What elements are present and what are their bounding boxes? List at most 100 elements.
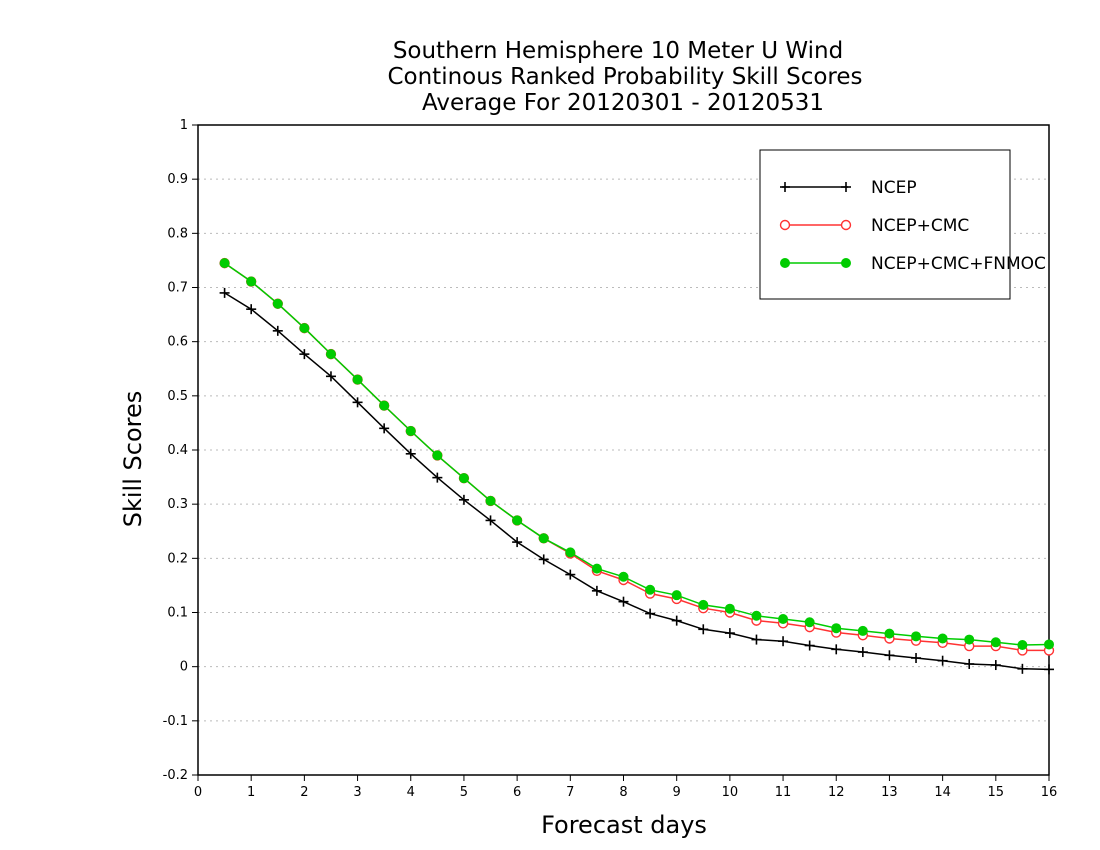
x-tick-label: 9 <box>673 785 681 800</box>
y-tick-label: 0.5 <box>167 389 188 404</box>
plus-marker <box>990 660 1001 671</box>
plus-marker <box>485 515 496 526</box>
filled-circle-marker <box>458 473 469 484</box>
y-tick-label: 0 <box>180 660 188 675</box>
filled-circle-marker <box>831 623 842 634</box>
filled-circle-marker <box>964 634 975 645</box>
legend-label: NCEP+CMC+FNMOC <box>871 254 1046 274</box>
x-axis-title: Forecast days <box>541 811 707 839</box>
plus-marker <box>911 653 922 663</box>
filled-circle-marker <box>911 631 922 642</box>
filled-circle-marker <box>937 633 948 644</box>
x-tick-label: 14 <box>934 785 951 800</box>
plus-marker <box>831 644 842 655</box>
x-tick-label: 7 <box>566 785 574 800</box>
y-tick-label: 0.6 <box>167 335 188 350</box>
filled-circle-marker <box>724 603 735 614</box>
plus-marker <box>778 636 789 647</box>
y-axis-ticks: -0.2 -0.1 0 0.1 0.2 0.3 0.4 0.5 0.6 0.7 0.8 0.9 1 <box>163 118 198 783</box>
filled-circle-marker <box>591 563 602 574</box>
plus-marker <box>804 640 815 651</box>
plus-marker <box>671 615 682 626</box>
y-tick-label: 0.7 <box>167 281 188 296</box>
filled-circle-marker <box>219 258 230 269</box>
x-tick-label: 12 <box>828 785 845 800</box>
filled-circle-marker <box>884 628 895 639</box>
legend-item: NCEP+CMC <box>779 216 969 236</box>
y-tick-label: 0.9 <box>167 172 188 187</box>
y-tick-label: 0.4 <box>167 443 188 458</box>
plus-marker <box>325 371 336 382</box>
filled-circle-marker <box>804 617 815 628</box>
plus-marker <box>780 182 790 192</box>
y-tick-label: -0.1 <box>163 714 188 729</box>
filled-circle-marker <box>325 349 336 360</box>
plus-marker <box>458 494 469 505</box>
filled-circle-marker <box>857 625 868 636</box>
filled-circle-marker <box>751 610 762 621</box>
plus-marker <box>272 325 283 336</box>
legend-label: NCEP+CMC <box>871 216 969 236</box>
plus-marker <box>857 647 868 658</box>
x-tick-label: 10 <box>722 785 739 800</box>
open-circle-marker <box>840 219 852 231</box>
plus-marker <box>219 287 230 298</box>
open-circle-marker <box>779 219 791 231</box>
x-axis-ticks: 0 1 2 3 4 5 6 7 8 9 10 11 12 13 14 15 16 <box>194 775 1057 800</box>
plus-marker <box>618 596 629 607</box>
series-ncep-cmc-fnmoc <box>219 258 1054 650</box>
x-tick-label: 0 <box>194 785 202 800</box>
filled-circle-marker <box>512 515 523 526</box>
chart-title-line-3: Average For 20120301 - 20120531 <box>422 90 824 116</box>
filled-circle-marker <box>698 599 709 610</box>
plus-marker <box>565 569 576 580</box>
plus-marker <box>246 304 257 315</box>
plus-marker <box>884 650 895 661</box>
x-tick-label: 5 <box>460 785 468 800</box>
plus-marker <box>724 628 735 639</box>
x-tick-label: 4 <box>407 785 415 800</box>
plus-marker <box>645 608 656 619</box>
x-tick-label: 3 <box>353 785 361 800</box>
y-axis-title: Skill Scores <box>119 391 147 528</box>
y-tick-label: 0.2 <box>167 551 188 566</box>
plus-marker <box>512 537 523 548</box>
filled-circle-marker <box>841 258 851 268</box>
plus-marker <box>352 397 363 408</box>
x-tick-label: 16 <box>1041 785 1058 800</box>
filled-circle-marker <box>778 614 789 624</box>
filled-circle-marker <box>405 426 416 437</box>
plus-marker <box>432 472 443 483</box>
plus-marker <box>1044 664 1054 675</box>
filled-circle-marker <box>432 450 443 461</box>
x-tick-label: 6 <box>513 785 521 800</box>
filled-circle-marker <box>990 637 1001 648</box>
filled-circle-marker <box>379 400 390 411</box>
plus-marker <box>698 624 709 635</box>
series-ncep <box>219 287 1054 675</box>
plus-marker <box>751 634 762 645</box>
plus-marker <box>591 585 602 596</box>
filled-circle-marker <box>1044 639 1054 650</box>
plus-marker <box>1017 663 1028 674</box>
chart-title-line-1: Southern Hemisphere 10 Meter U Wind <box>393 38 843 64</box>
filled-circle-marker <box>272 298 283 309</box>
y-tick-label: 1 <box>180 118 188 133</box>
plus-marker <box>299 349 310 360</box>
x-tick-label: 15 <box>988 785 1005 800</box>
plus-marker <box>964 658 975 669</box>
y-tick-label: 0.8 <box>167 226 188 241</box>
filled-circle-marker <box>538 533 549 544</box>
plus-marker <box>841 182 851 192</box>
y-tick-label: 0.3 <box>167 497 188 512</box>
filled-circle-marker <box>671 590 682 601</box>
filled-circle-marker <box>645 584 656 595</box>
y-tick-label: -0.2 <box>163 768 188 783</box>
x-tick-label: 8 <box>619 785 627 800</box>
legend-item: NCEP <box>780 178 917 198</box>
legend: NCEP NCEP+CMC NCEP+CMC+FNMOC <box>759 149 1046 300</box>
series-group <box>219 257 1055 675</box>
filled-circle-marker <box>352 374 363 385</box>
filled-circle-marker <box>565 547 576 558</box>
